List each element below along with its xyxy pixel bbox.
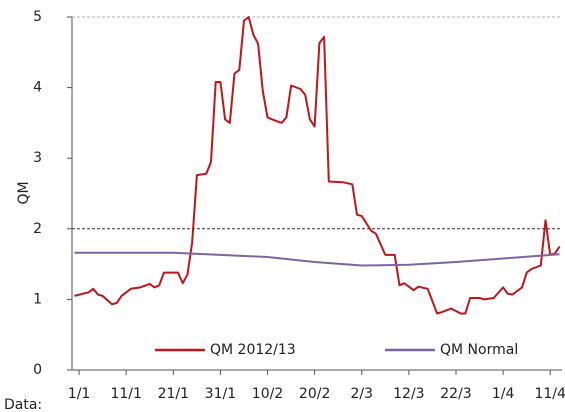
y-tick-label: 2 xyxy=(33,221,42,237)
y-tick-label: 0 xyxy=(33,362,42,378)
x-tick-label: 1/4 xyxy=(492,386,515,402)
y-tick-label: 3 xyxy=(33,150,42,166)
series-line xyxy=(74,251,560,267)
x-tick-label: 10/2 xyxy=(252,386,283,402)
y-tick-label: 5 xyxy=(33,9,42,25)
series-line xyxy=(74,16,561,315)
x-tick-label: 2/3 xyxy=(350,386,373,402)
x-tick-label: 20/2 xyxy=(299,386,330,402)
x-tick-label: 1/1 xyxy=(68,386,91,402)
y-tick-label: 1 xyxy=(33,291,42,307)
legend-bg xyxy=(381,340,547,360)
x-tick-label: 21/1 xyxy=(158,386,189,402)
x-tick-label: 31/1 xyxy=(205,386,236,402)
y-axis-label: QM xyxy=(16,181,32,204)
x-axis-label: Data: xyxy=(4,397,42,412)
legend-label: QM Normal xyxy=(440,342,518,358)
legend-label: QM 2012/13 xyxy=(210,342,296,358)
x-tick-label: 12/3 xyxy=(393,386,424,402)
legend-bg xyxy=(151,340,317,360)
x-tick-label: 11/1 xyxy=(110,386,141,402)
x-tick-label: 22/3 xyxy=(440,386,471,402)
y-tick-label: 4 xyxy=(33,80,42,96)
x-tick-label: 11/4 xyxy=(534,386,565,402)
